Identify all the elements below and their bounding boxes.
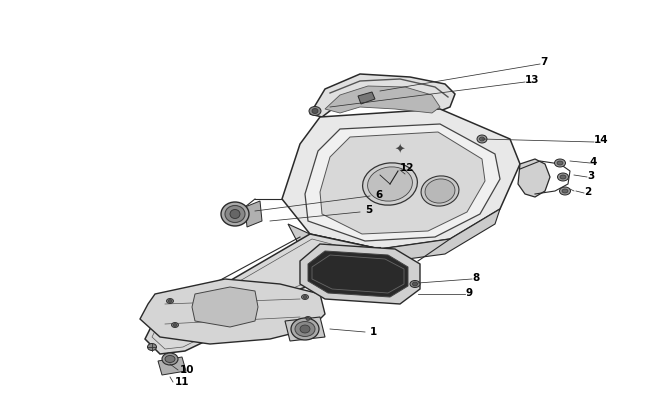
Ellipse shape [558,174,569,181]
Text: 7: 7 [540,57,547,67]
Polygon shape [282,110,520,249]
Text: 6: 6 [375,190,382,200]
Ellipse shape [165,356,175,362]
Polygon shape [158,357,186,375]
Ellipse shape [368,167,412,202]
Ellipse shape [168,300,172,303]
Text: 4: 4 [590,157,597,166]
Ellipse shape [477,136,487,144]
Polygon shape [192,287,258,327]
Polygon shape [245,202,262,228]
Ellipse shape [166,299,174,304]
Text: 1: 1 [370,326,377,336]
Ellipse shape [172,323,179,328]
Ellipse shape [413,282,417,286]
Polygon shape [285,317,325,341]
Ellipse shape [312,109,318,114]
Ellipse shape [173,324,177,327]
Text: 11: 11 [175,376,190,386]
Ellipse shape [557,162,563,166]
Ellipse shape [302,295,309,300]
Text: 10: 10 [180,364,194,374]
Text: 14: 14 [594,135,608,145]
Ellipse shape [410,281,420,288]
Polygon shape [305,125,500,241]
Ellipse shape [480,138,484,142]
Ellipse shape [303,296,307,299]
Ellipse shape [562,190,568,194]
Polygon shape [310,75,455,118]
Polygon shape [308,252,408,297]
Polygon shape [325,87,440,114]
Ellipse shape [230,210,240,219]
Polygon shape [288,209,500,264]
Ellipse shape [309,107,321,116]
Ellipse shape [560,175,566,179]
Polygon shape [145,234,380,354]
Ellipse shape [225,206,245,223]
Ellipse shape [221,202,249,226]
Ellipse shape [421,177,459,207]
Ellipse shape [295,322,315,337]
Text: ✦: ✦ [395,143,405,156]
Text: 5: 5 [365,205,372,215]
Polygon shape [320,133,485,234]
Ellipse shape [300,325,310,333]
Text: 8: 8 [472,272,479,282]
Ellipse shape [363,164,417,206]
Ellipse shape [306,318,310,321]
Ellipse shape [304,317,311,322]
Polygon shape [140,279,325,344]
Text: 13: 13 [525,75,540,85]
Polygon shape [358,93,375,105]
Polygon shape [518,160,550,198]
Text: 12: 12 [400,162,415,173]
Ellipse shape [291,318,319,340]
Text: 9: 9 [465,287,472,297]
Text: 3: 3 [587,171,594,181]
Ellipse shape [560,188,571,196]
Ellipse shape [162,353,178,365]
Ellipse shape [554,160,565,168]
Ellipse shape [148,344,157,351]
Ellipse shape [425,179,455,204]
Polygon shape [300,244,420,304]
Text: 2: 2 [584,187,592,196]
